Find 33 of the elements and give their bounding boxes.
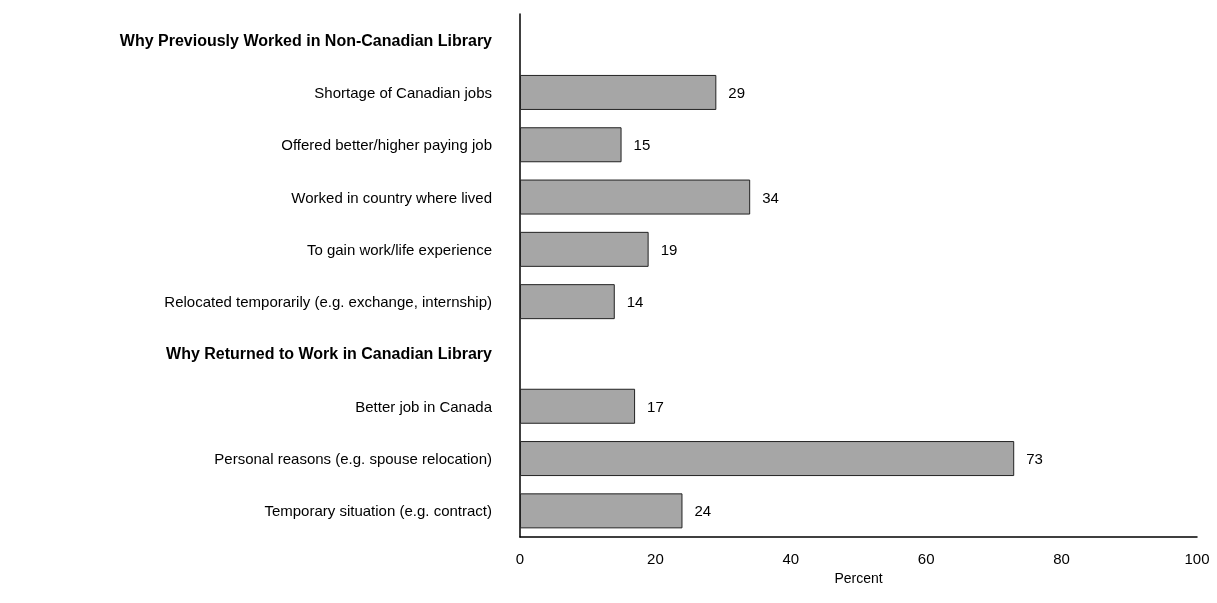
bar bbox=[520, 388, 636, 424]
bar bbox=[520, 231, 649, 267]
y-tick-label: Personal reasons (e.g. spouse relocation) bbox=[214, 450, 492, 468]
x-tick-label: 60 bbox=[917, 550, 935, 567]
y-tick-label: Worked in country where lived bbox=[291, 188, 492, 206]
data-label: 15 bbox=[633, 136, 651, 154]
data-label: 19 bbox=[660, 240, 678, 258]
data-label: 24 bbox=[694, 502, 712, 520]
bar bbox=[520, 493, 683, 529]
bar bbox=[520, 127, 622, 163]
bar bbox=[520, 441, 1015, 477]
x-tick-label: 40 bbox=[782, 550, 800, 567]
bar bbox=[520, 284, 615, 320]
y-tick-label: Better job in Canada bbox=[355, 397, 493, 415]
data-label: 73 bbox=[1026, 450, 1043, 468]
y-tick-label: Temporary situation (e.g. contract) bbox=[264, 502, 492, 520]
y-tick-label: Offered better/higher paying job bbox=[281, 136, 492, 154]
x-tick-label: 20 bbox=[647, 550, 664, 567]
x-axis-title: Percent bbox=[834, 570, 883, 586]
y-tick-label: Why Returned to Work in Canadian Library bbox=[166, 345, 493, 363]
x-tick-label: 80 bbox=[1053, 550, 1070, 567]
data-label: 34 bbox=[762, 188, 779, 206]
data-label: 17 bbox=[647, 397, 664, 415]
data-label: 14 bbox=[626, 293, 644, 311]
x-tick-label: 100 bbox=[1184, 550, 1210, 567]
y-tick-label: Shortage of Canadian jobs bbox=[314, 83, 492, 101]
y-tick-label: Relocated temporarily (e.g. exchange, internship) bbox=[164, 293, 492, 311]
y-tick-label: To gain work/life experience bbox=[306, 240, 492, 258]
x-tick-label: 0 bbox=[515, 550, 525, 567]
bar bbox=[520, 74, 717, 110]
data-label: 29 bbox=[728, 83, 746, 101]
y-tick-label: Why Previously Worked in Non-Canadian Library bbox=[119, 31, 493, 49]
bar bbox=[520, 179, 751, 215]
